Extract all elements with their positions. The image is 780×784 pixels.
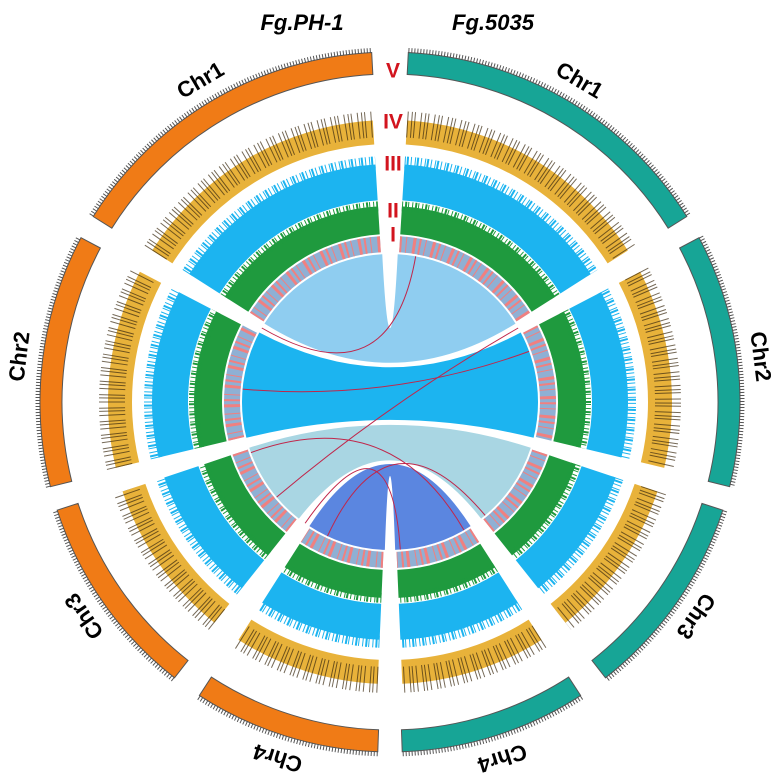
density-texture — [404, 156, 598, 277]
snp-spikes — [233, 625, 379, 693]
ring-label: IV — [383, 111, 403, 134]
density-track — [152, 292, 211, 458]
chromosome-ticks — [698, 235, 745, 488]
chromosome — [400, 676, 582, 753]
snp-spikes — [114, 485, 226, 630]
gc-track — [224, 206, 380, 312]
chromosome-ticks — [35, 235, 82, 488]
density-track — [398, 572, 518, 640]
snp-track — [238, 619, 379, 684]
chromosome-ticks — [196, 695, 378, 757]
density-texture — [144, 288, 183, 460]
gc-texture — [559, 309, 591, 449]
link-line — [326, 463, 486, 537]
snp-spikes — [554, 485, 666, 630]
density-track — [262, 572, 382, 640]
gc-track — [397, 543, 496, 598]
density-texture — [257, 599, 380, 648]
synteny-link — [309, 464, 471, 550]
density-track — [189, 164, 378, 294]
chromosome-ticks — [605, 510, 728, 682]
ring-label: III — [384, 153, 402, 176]
snp-track — [401, 619, 542, 684]
gc-texture — [199, 462, 272, 560]
density-texture — [535, 476, 624, 595]
density-track — [569, 292, 629, 458]
heatmap-stripes — [522, 325, 556, 441]
snp-track — [152, 120, 375, 264]
link-line — [242, 350, 530, 393]
chromosome-ticks — [402, 695, 584, 757]
snp-track — [550, 483, 658, 623]
chromosome — [591, 502, 724, 679]
chromosome — [198, 676, 380, 753]
synteny-link — [264, 254, 516, 363]
link-line — [304, 468, 401, 550]
chromosome — [56, 502, 189, 679]
snp-track — [405, 120, 628, 264]
snp-spikes — [406, 111, 636, 260]
chromosome — [39, 237, 102, 488]
chromosome-label: Chr4 — [249, 739, 305, 778]
density-texture — [597, 288, 636, 460]
chromosome — [92, 51, 374, 229]
snp-spikes — [144, 111, 374, 260]
chromosome — [406, 51, 688, 229]
density-track — [402, 164, 591, 294]
heatmap-track — [523, 325, 556, 441]
synteny-link — [249, 424, 531, 519]
gc-track — [204, 455, 286, 556]
gc-track — [400, 206, 556, 312]
heatmap-stripes — [300, 528, 384, 568]
heatmap-stripes — [483, 449, 548, 532]
heatmap-track — [249, 236, 381, 322]
density-texture — [182, 156, 376, 277]
gc-track — [539, 311, 586, 448]
heatmap-stripes — [232, 449, 297, 532]
chromosome-ticks — [89, 47, 372, 217]
genome-title: Fg.5035 — [452, 10, 535, 35]
gc-texture — [189, 309, 221, 449]
ring-label: I — [390, 224, 396, 247]
gc-texture — [220, 201, 379, 300]
chromosome-label: Chr2 — [4, 330, 35, 383]
heatmap-stripes — [224, 325, 258, 441]
chromosome-label: Chr2 — [745, 330, 776, 383]
heatmap-stripes — [396, 528, 480, 568]
link-line — [261, 256, 417, 354]
gc-texture — [508, 462, 581, 560]
chromosome-ticks — [408, 47, 691, 217]
density-track — [164, 466, 265, 589]
density-texture — [156, 476, 245, 595]
genome-title: Fg.PH-1 — [260, 10, 343, 35]
ring-label: V — [386, 60, 400, 83]
chromosome-label: Chr4 — [474, 739, 530, 778]
gc-texture — [401, 201, 560, 300]
synteny-link — [242, 332, 538, 438]
density-texture — [400, 599, 523, 648]
gc-track — [494, 455, 576, 556]
chromosome — [678, 237, 741, 488]
chromosome-ticks — [52, 510, 175, 682]
link-line — [276, 327, 519, 498]
gc-track — [284, 543, 383, 598]
ring-label: II — [387, 200, 399, 223]
density-track — [515, 466, 616, 589]
link-line — [250, 437, 465, 531]
snp-spikes — [401, 625, 547, 693]
